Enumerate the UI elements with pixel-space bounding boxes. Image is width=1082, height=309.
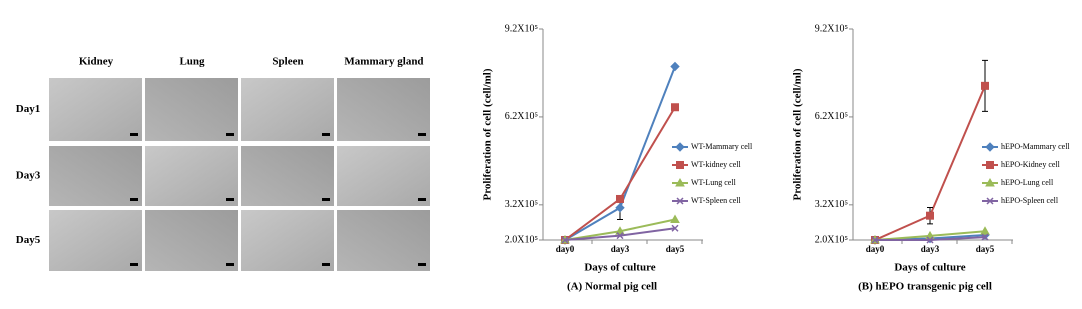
row-label: Day5 — [16, 234, 41, 246]
row-label: Day3 — [16, 170, 41, 182]
column-label: Kidney — [79, 56, 114, 68]
micrograph — [337, 146, 430, 206]
x-tick-label: day0 — [866, 244, 885, 254]
legend-label: hEPO-Spleen cell — [1001, 196, 1059, 205]
legend-label: WT-Lung cell — [691, 178, 737, 187]
scale-bar — [322, 263, 330, 266]
series-line — [564, 106, 676, 241]
y-axis-title: Proliferation of cell (cell/ml) — [482, 68, 494, 200]
data-point — [670, 214, 680, 223]
y-tick-label: 2.0X10⁵ — [505, 234, 538, 245]
scale-bar — [322, 198, 330, 201]
scale-bar — [130, 133, 138, 136]
legend-marker — [986, 161, 994, 169]
micrograph — [49, 78, 142, 141]
scale-bar — [418, 198, 426, 201]
legend-label: WT-Mammary cell — [691, 142, 753, 151]
micrograph — [241, 78, 334, 141]
micrograph — [145, 78, 238, 141]
micrograph — [145, 210, 238, 271]
scale-bar — [418, 263, 426, 266]
micrograph — [337, 210, 430, 271]
x-tick-label: day0 — [556, 244, 575, 254]
data-point — [561, 236, 569, 244]
legend-label: hEPO-Lung cell — [1001, 178, 1054, 187]
caption: (A) Normal pig cell — [567, 281, 657, 293]
micrograph — [241, 146, 334, 206]
data-point — [671, 224, 679, 232]
data-point — [615, 203, 625, 213]
data-point — [616, 194, 624, 203]
caption: (B) hEPO transgenic pig cell — [858, 281, 992, 293]
x-tick-label: day5 — [666, 244, 685, 254]
data-point — [616, 232, 624, 240]
legend-label: WT-Spleen cell — [691, 196, 741, 205]
data-point — [926, 236, 934, 244]
y-tick-label: 9.2X10⁵ — [505, 23, 538, 34]
legend-label: hEPO-Kidney cell — [1001, 160, 1061, 169]
scale-bar — [130, 263, 138, 266]
column-label: Mammary gland — [344, 56, 423, 68]
y-tick-label: 9.2X10⁵ — [815, 23, 848, 34]
data-point — [926, 211, 934, 220]
micrograph — [49, 210, 142, 271]
data-point — [670, 61, 680, 72]
y-tick-label: 6.2X10⁵ — [505, 111, 538, 122]
micrograph — [337, 78, 430, 141]
y-tick-label: 3.2X10⁵ — [815, 199, 848, 210]
scale-bar — [418, 133, 426, 136]
y-tick-label: 3.2X10⁵ — [505, 199, 538, 210]
legend-marker — [985, 142, 995, 152]
column-label: Lung — [179, 56, 205, 68]
data-point — [981, 233, 989, 241]
scale-bar — [322, 133, 330, 136]
data-point — [871, 236, 879, 244]
x-axis-title: Days of culture — [894, 262, 965, 274]
legend-marker — [676, 197, 684, 205]
scale-bar — [130, 198, 138, 201]
y-tick-label: 6.2X10⁵ — [815, 111, 848, 122]
micrograph — [241, 210, 334, 271]
x-tick-label: day5 — [976, 244, 995, 254]
micrograph — [49, 146, 142, 206]
x-axis-title: Days of culture — [584, 262, 655, 274]
data-point — [615, 226, 625, 235]
legend-marker — [985, 177, 995, 187]
y-tick-label: 2.0X10⁵ — [815, 234, 848, 245]
micrograph — [145, 146, 238, 206]
scale-bar — [226, 133, 234, 136]
y-axis-title: Proliferation of cell (cell/ml) — [792, 68, 804, 200]
legend-marker — [675, 142, 685, 152]
data-point — [981, 81, 989, 90]
row-label: Day1 — [16, 103, 40, 115]
data-point — [671, 103, 679, 112]
legend-label: WT-kidney cell — [691, 160, 741, 169]
x-tick-label: day3 — [921, 244, 940, 254]
legend-label: hEPO-Mammary cell — [1001, 142, 1070, 151]
column-label: Spleen — [272, 56, 303, 68]
data-point — [980, 226, 990, 235]
x-tick-label: day3 — [611, 244, 630, 254]
scale-bar — [226, 198, 234, 201]
scale-bar — [226, 263, 234, 266]
legend-marker — [986, 197, 994, 205]
legend-marker — [676, 161, 684, 169]
legend-marker — [675, 177, 685, 187]
